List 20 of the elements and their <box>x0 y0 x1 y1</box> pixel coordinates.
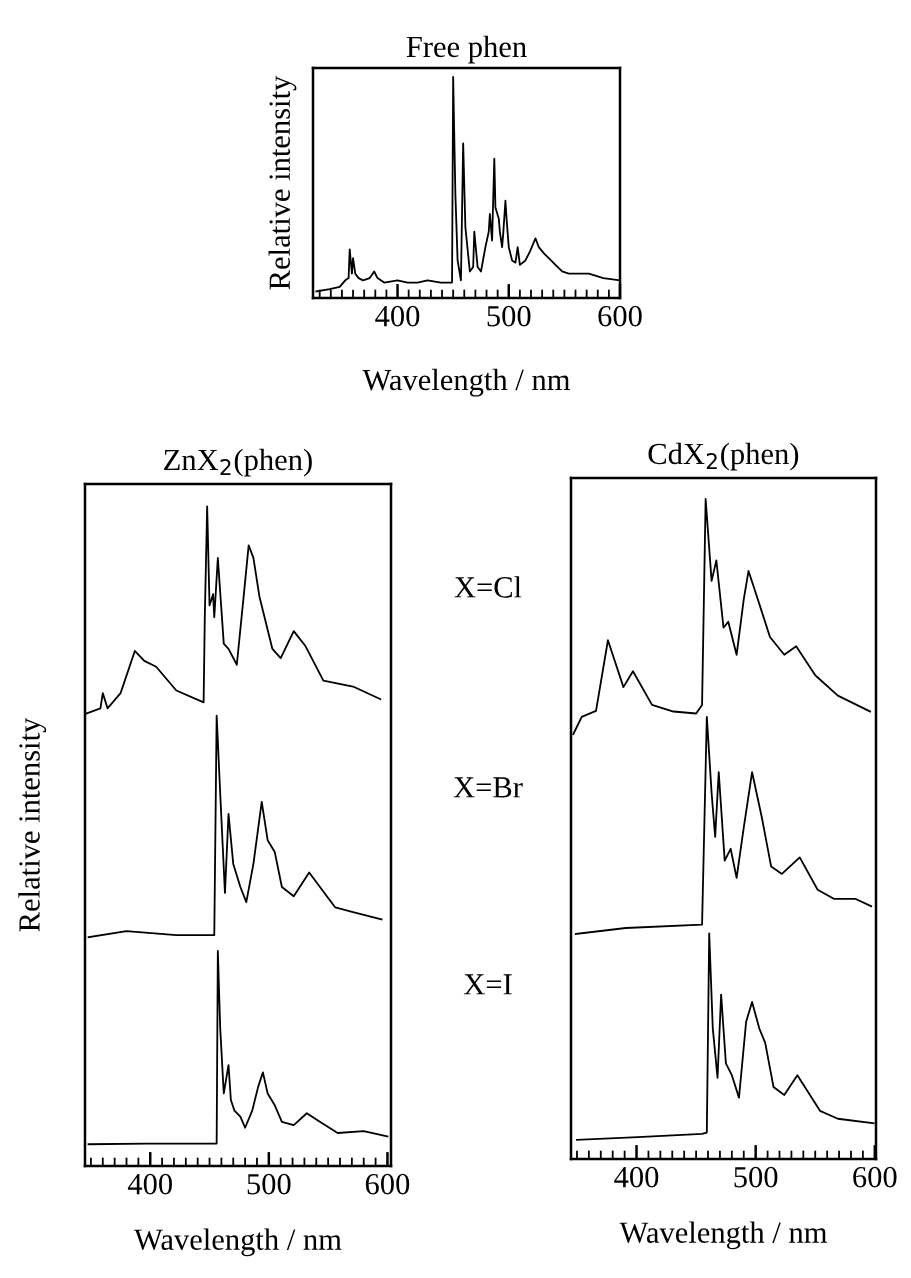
x-axis-title: Wavelength / nm <box>362 368 571 397</box>
x-tick-label: 600 <box>365 1173 410 1195</box>
x-tick-label: 400 <box>375 305 420 327</box>
y-axis-title: Relative intensity <box>268 75 297 290</box>
x-axis-title: Wavelength / nm <box>619 1221 828 1250</box>
x-tick-label: 500 <box>487 305 531 327</box>
x-tick-label: 400 <box>127 1173 172 1195</box>
x-tick-label: 600 <box>853 1166 897 1188</box>
text: X=Cl <box>454 576 522 598</box>
chart-title: Free phen <box>406 35 527 64</box>
chart-title: ZnX$_{2}$(phen) <box>164 448 312 477</box>
x-tick-label: 500 <box>734 1166 778 1188</box>
x-tick-label: 500 <box>247 1173 291 1195</box>
x-axis-title: Wavelength / nm <box>134 1228 342 1257</box>
x-tick-label: 600 <box>598 305 642 327</box>
text: X=Br <box>453 777 523 798</box>
chart-title: CdX$_{2}$(phen) <box>648 442 799 471</box>
text: X=I <box>463 974 512 995</box>
y-axis-title: Relative intensity <box>18 717 47 932</box>
x-tick-label: 400 <box>614 1166 659 1188</box>
